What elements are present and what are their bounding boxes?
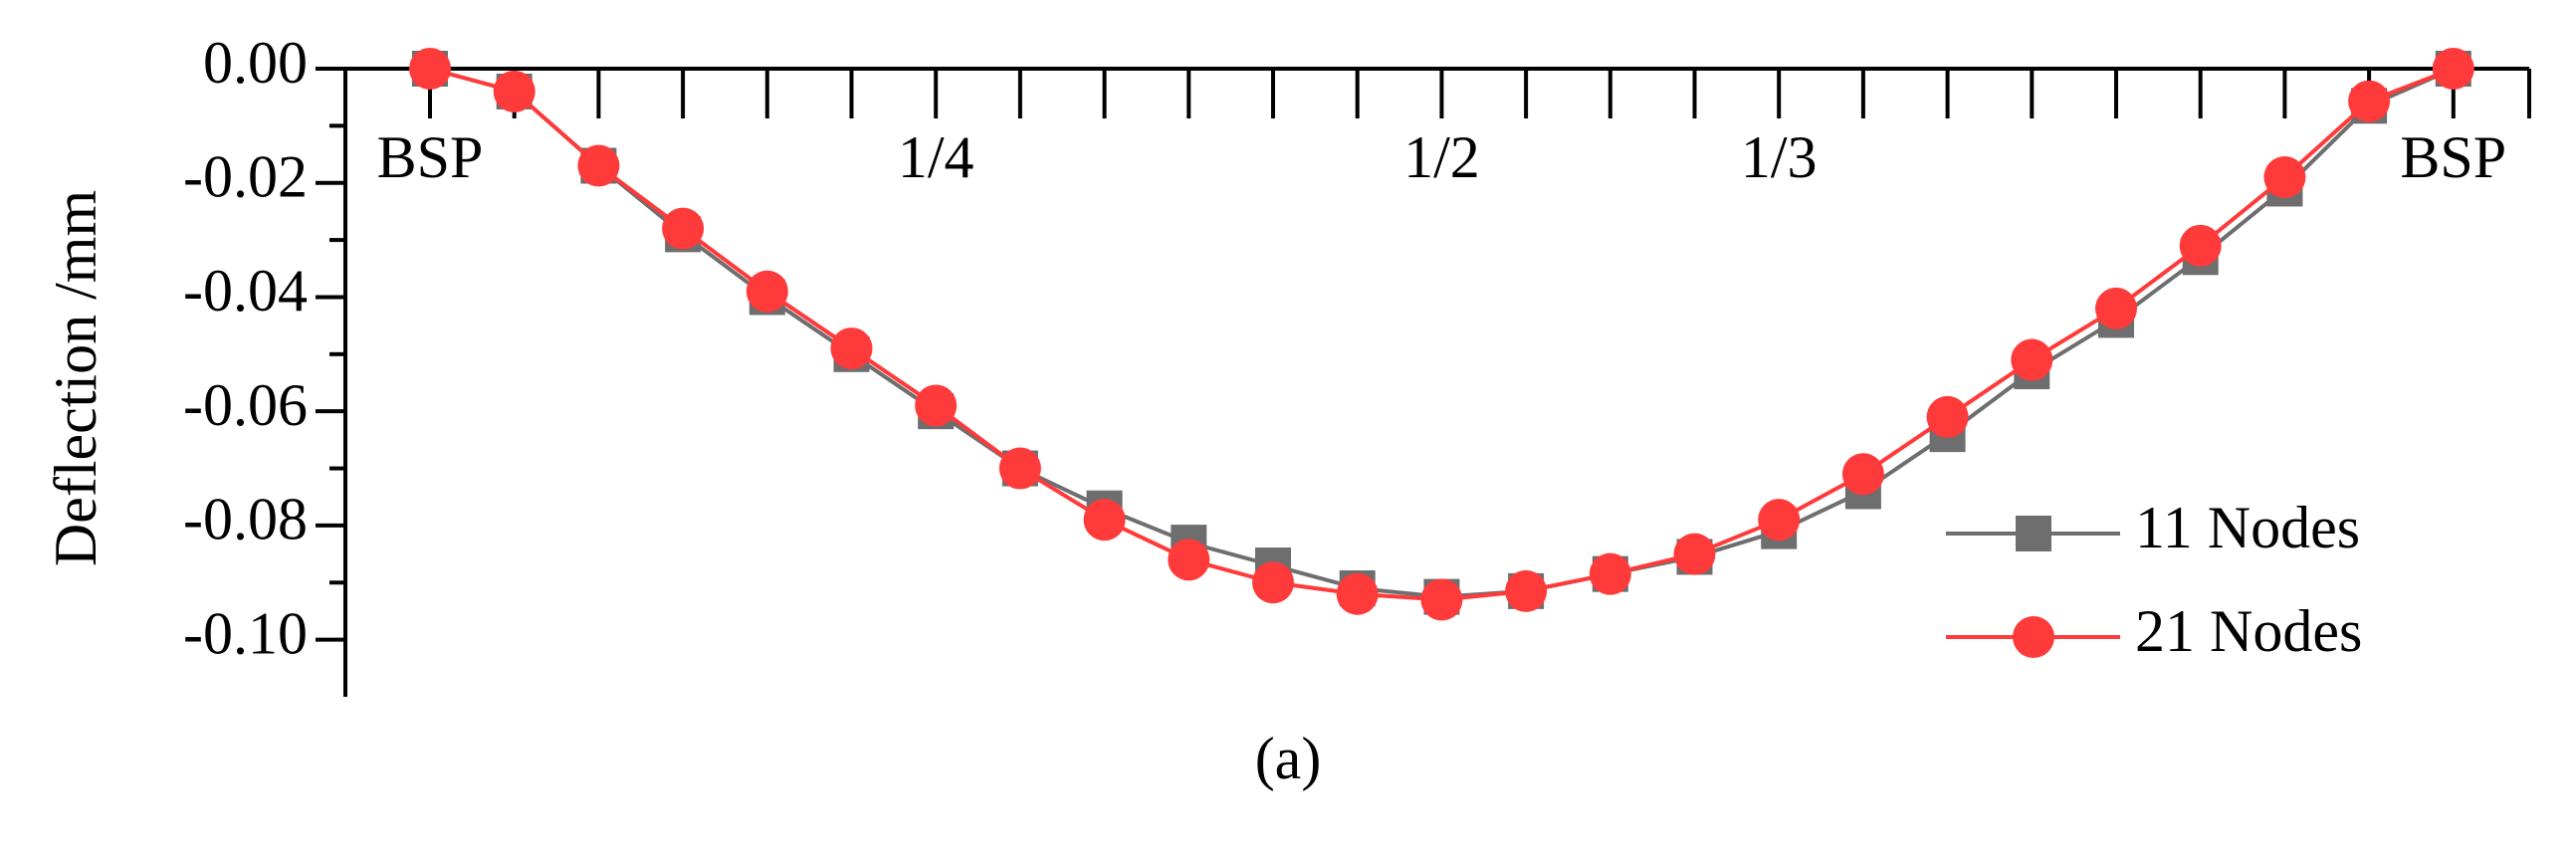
data-point — [1505, 569, 1548, 612]
data-point — [493, 70, 536, 112]
legend-label: 21 Nodes — [2135, 598, 2362, 664]
y-tick-label: -0.06 — [183, 372, 308, 438]
x-tick-label: BSP — [377, 124, 484, 190]
data-point — [830, 327, 873, 370]
data-point — [998, 447, 1041, 490]
data-point — [1252, 561, 1294, 604]
caption: (a) — [1255, 726, 1322, 791]
data-point — [1841, 453, 1884, 496]
legend-marker — [2013, 616, 2054, 658]
data-point — [2432, 48, 2474, 90]
data-point — [662, 207, 705, 250]
data-point — [1673, 533, 1716, 575]
y-tick-label: -0.08 — [183, 487, 308, 552]
legend-label: 11 Nodes — [2135, 495, 2360, 560]
y-tick-label: -0.04 — [183, 258, 308, 324]
data-point — [1758, 499, 1801, 542]
data-point — [2179, 224, 2222, 267]
data-point — [1589, 552, 1631, 595]
data-point — [1083, 499, 1126, 542]
data-point — [1926, 395, 1969, 438]
data-point — [2263, 155, 2306, 198]
legend-marker — [2016, 516, 2051, 551]
data-point — [1168, 539, 1210, 581]
data-point — [2348, 80, 2391, 122]
x-tick-label: 1/2 — [1403, 124, 1480, 190]
x-tick-label: 1/4 — [898, 124, 974, 190]
x-tick-label: BSP — [2400, 124, 2506, 190]
x-tick-label: 1/3 — [1741, 124, 1818, 190]
data-point — [915, 384, 958, 427]
data-point — [2011, 338, 2053, 381]
data-point — [746, 270, 788, 313]
data-point — [1336, 572, 1379, 615]
y-tick-label: 0.00 — [203, 30, 308, 96]
y-tick-label: -0.10 — [183, 600, 308, 666]
data-point — [577, 144, 620, 187]
data-point — [2095, 287, 2137, 329]
data-point — [1420, 578, 1463, 621]
data-point — [409, 48, 451, 90]
y-axis-label: Deflection /mm — [43, 190, 108, 566]
y-tick-label: -0.02 — [183, 143, 308, 209]
